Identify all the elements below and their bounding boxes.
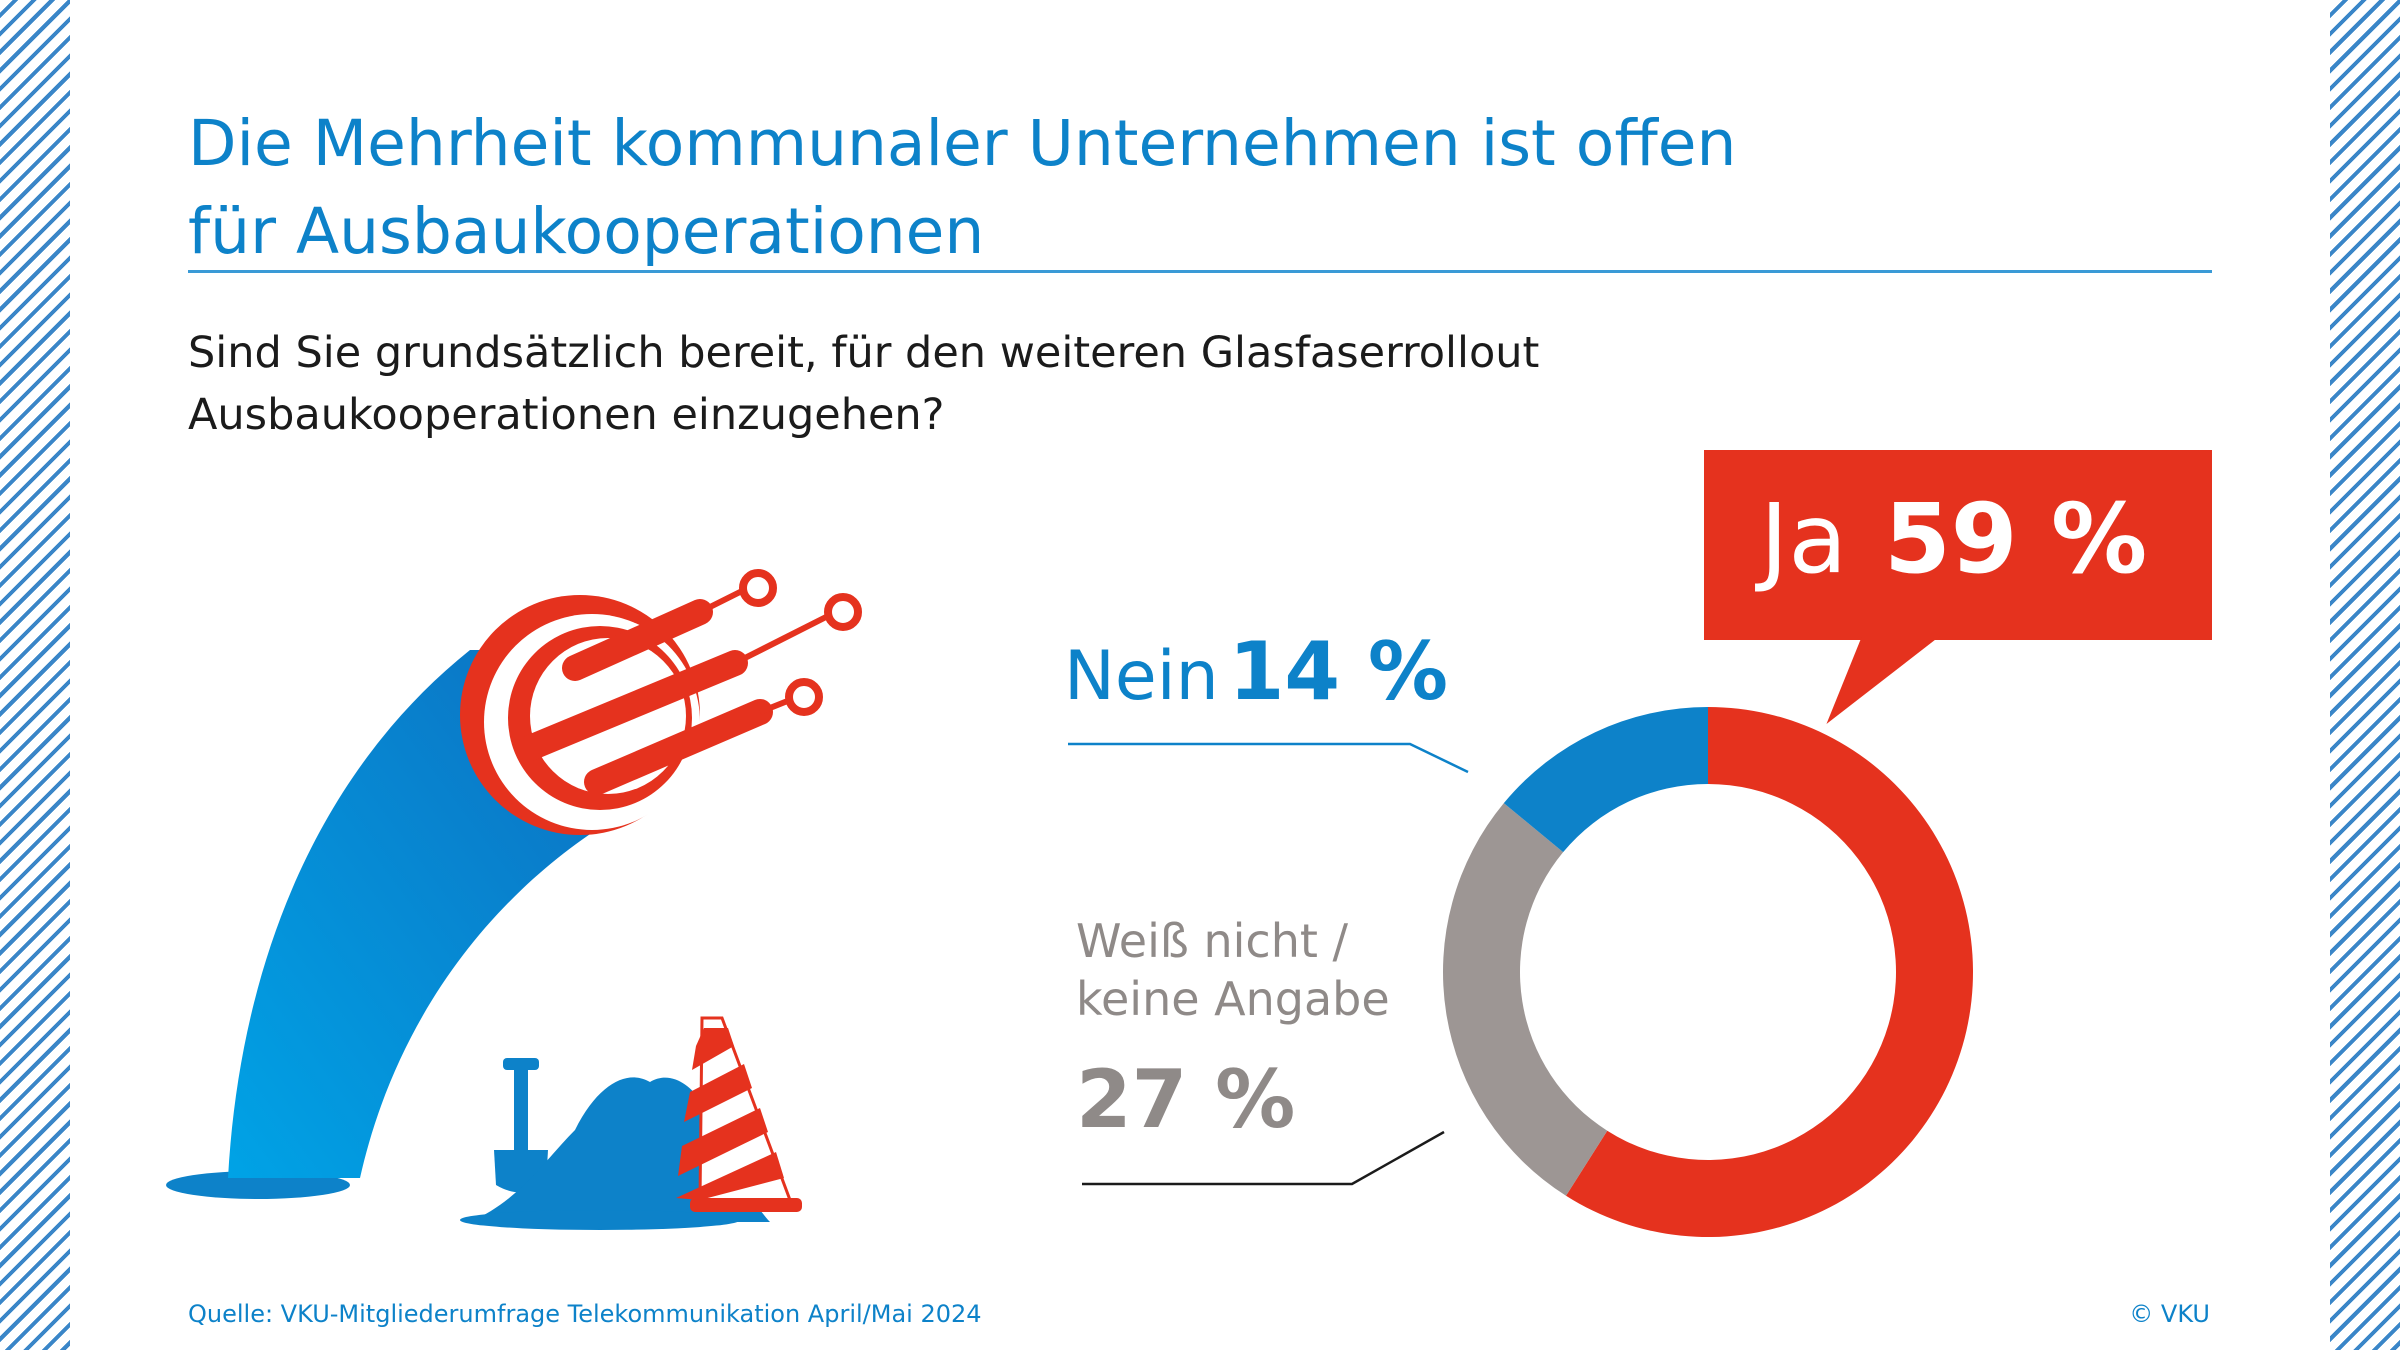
ja-callout: Ja 59 %: [1704, 450, 2212, 640]
weiss-nicht-line-1: Weiß nicht /: [1076, 914, 1349, 968]
question-line-2: Ausbaukooperationen einzugehen?: [188, 390, 945, 440]
ja-percentage: 59 %: [1884, 483, 2148, 595]
nein-percentage: 14 %: [1228, 625, 1449, 718]
weiss-nicht-percentage: 27 %: [1076, 1053, 1296, 1146]
title-line-2: für Ausbaukooperationen: [188, 195, 985, 269]
weiss-nicht-line-2: keine Angabe: [1076, 972, 1390, 1026]
ja-label: Ja: [1760, 483, 1848, 595]
copyright-note: © VKU: [2129, 1300, 2210, 1328]
donut-segment-weiss-nicht: [1443, 803, 1608, 1196]
nein-label-group: Nein 14 %: [1064, 622, 1448, 744]
fiber-optic-cable-icon: [166, 569, 862, 1199]
donut-segment-nein: [1503, 707, 1708, 853]
title-divider: [188, 270, 2212, 273]
page-title: Die Mehrheit kommunaler Unternehmen ist …: [188, 100, 2088, 276]
nein-label: Nein: [1064, 637, 1219, 716]
weiss-connector-line: [1082, 1130, 1445, 1186]
nein-connector-line: [1068, 742, 1469, 774]
traffic-cone-icon: [676, 1016, 802, 1212]
weiss-nicht-label: Weiß nicht / keine Angabe: [1076, 912, 1390, 1028]
stripe-border-left: [0, 0, 70, 1350]
survey-question: Sind Sie grundsätzlich bereit, für den w…: [188, 322, 1788, 446]
stripe-border-right: [2330, 0, 2400, 1350]
donut-segment-ja: [1566, 707, 1973, 1237]
title-line-1: Die Mehrheit kommunaler Unternehmen ist …: [188, 107, 1737, 181]
donut-chart: [1443, 707, 1973, 1237]
question-line-1: Sind Sie grundsätzlich bereit, für den w…: [188, 328, 1540, 378]
source-note: Quelle: VKU-Mitgliederumfrage Telekommun…: [188, 1300, 982, 1328]
